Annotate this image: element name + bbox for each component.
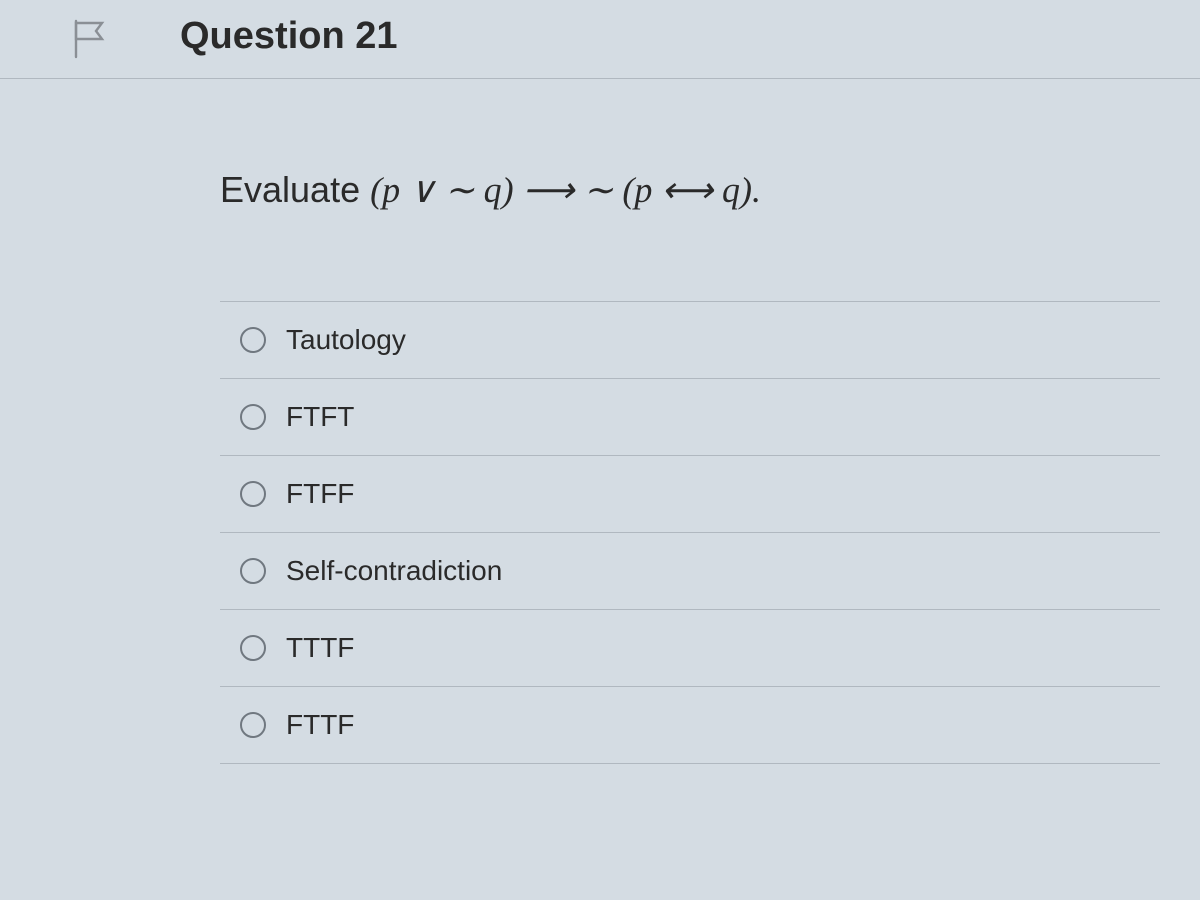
- question-header: Question 21: [0, 0, 1200, 79]
- radio-icon: [240, 558, 266, 584]
- option-label: FTTF: [286, 709, 354, 741]
- question-title: Question 21: [180, 0, 398, 73]
- option-tttf[interactable]: TTTF: [220, 610, 1160, 687]
- radio-icon: [240, 327, 266, 353]
- option-label: Self-contradiction: [286, 555, 502, 587]
- option-label: FTFT: [286, 401, 354, 433]
- question-container: Question 21 Evaluate (p ∨ ∼ q) ⟶ ∼ (p ⟷ …: [0, 0, 1200, 900]
- flag-icon: [66, 15, 114, 63]
- option-label: Tautology: [286, 324, 406, 356]
- question-prompt: Evaluate (p ∨ ∼ q) ⟶ ∼ (p ⟷ q).: [220, 169, 1160, 211]
- option-label: TTTF: [286, 632, 354, 664]
- prompt-expression: (p ∨ ∼ q) ⟶ ∼ (p ⟷ q).: [370, 170, 761, 210]
- flag-button[interactable]: [0, 0, 180, 78]
- option-self-contradiction[interactable]: Self-contradiction: [220, 533, 1160, 610]
- radio-icon: [240, 635, 266, 661]
- question-body: Evaluate (p ∨ ∼ q) ⟶ ∼ (p ⟷ q). Tautolog…: [180, 79, 1200, 804]
- prompt-prefix: Evaluate: [220, 169, 370, 210]
- option-label: FTFF: [286, 478, 354, 510]
- radio-icon: [240, 712, 266, 738]
- option-ftff[interactable]: FTFF: [220, 456, 1160, 533]
- option-tautology[interactable]: Tautology: [220, 302, 1160, 379]
- options-list: Tautology FTFT FTFF Self-contradiction T…: [220, 301, 1160, 764]
- radio-icon: [240, 481, 266, 507]
- radio-icon: [240, 404, 266, 430]
- option-fttf[interactable]: FTTF: [220, 687, 1160, 764]
- option-ftft[interactable]: FTFT: [220, 379, 1160, 456]
